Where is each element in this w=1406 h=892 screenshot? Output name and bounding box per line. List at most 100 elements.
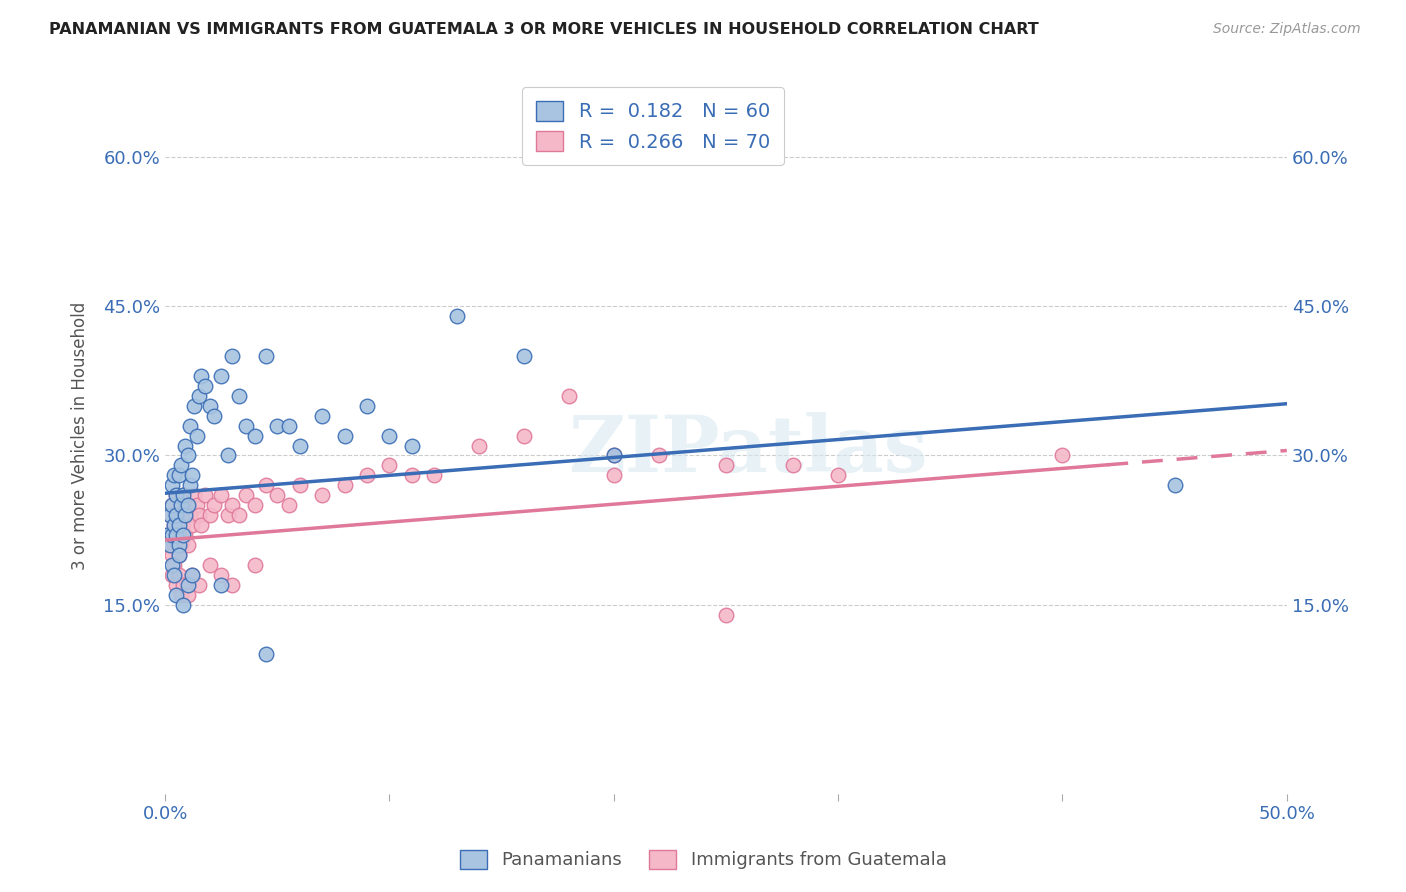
Point: [204, 409, 226, 423]
Point: [163, 558, 186, 572]
Point: [159, 508, 181, 523]
Point: [221, 578, 243, 592]
Point: [176, 578, 198, 592]
Point: [401, 468, 423, 483]
Point: [170, 498, 193, 512]
Legend: Panamanians, Immigrants from Guatemala: Panamanians, Immigrants from Guatemala: [450, 841, 956, 879]
Point: [186, 428, 208, 442]
Point: [160, 567, 183, 582]
Point: [266, 418, 288, 433]
Point: [277, 418, 299, 433]
Point: [163, 518, 186, 533]
Point: [165, 508, 187, 523]
Point: [288, 478, 311, 492]
Point: [378, 428, 401, 442]
Point: [198, 399, 221, 413]
Point: [167, 548, 190, 562]
Point: [172, 488, 194, 502]
Point: [174, 508, 197, 523]
Point: [228, 389, 250, 403]
Point: [167, 567, 190, 582]
Point: [160, 528, 183, 542]
Point: [170, 498, 193, 512]
Point: [176, 538, 198, 552]
Point: [170, 588, 193, 602]
Point: [160, 478, 183, 492]
Point: [1163, 478, 1185, 492]
Point: [163, 567, 186, 582]
Point: [163, 468, 186, 483]
Point: [183, 399, 205, 413]
Point: [163, 518, 186, 533]
Point: [174, 438, 197, 452]
Point: [174, 508, 197, 523]
Point: [172, 488, 194, 502]
Y-axis label: 3 or more Vehicles in Household: 3 or more Vehicles in Household: [72, 301, 89, 570]
Point: [165, 578, 187, 592]
Point: [603, 449, 626, 463]
Point: [356, 399, 378, 413]
Point: [235, 488, 257, 502]
Point: [209, 578, 232, 592]
Text: PANAMANIAN VS IMMIGRANTS FROM GUATEMALA 3 OR MORE VEHICLES IN HOUSEHOLD CORRELAT: PANAMANIAN VS IMMIGRANTS FROM GUATEMALA …: [49, 22, 1039, 37]
Point: [165, 488, 187, 502]
Point: [209, 567, 232, 582]
Point: [603, 468, 626, 483]
Point: [156, 528, 179, 542]
Point: [221, 349, 243, 363]
Point: [194, 488, 217, 502]
Point: [181, 468, 204, 483]
Legend: R =  0.182   N = 60, R =  0.266   N = 70: R = 0.182 N = 60, R = 0.266 N = 70: [523, 87, 783, 165]
Point: [217, 449, 239, 463]
Point: [167, 518, 190, 533]
Point: [156, 528, 179, 542]
Point: [714, 607, 737, 622]
Point: [176, 588, 198, 602]
Point: [221, 498, 243, 512]
Point: [167, 538, 190, 552]
Point: [176, 449, 198, 463]
Point: [172, 598, 194, 612]
Point: [254, 648, 277, 662]
Point: [311, 409, 333, 423]
Point: [243, 498, 266, 512]
Point: [160, 548, 183, 562]
Point: [170, 538, 193, 552]
Point: [181, 567, 204, 582]
Point: [266, 488, 288, 502]
Point: [378, 458, 401, 473]
Point: [401, 438, 423, 452]
Point: [165, 488, 187, 502]
Point: [187, 389, 209, 403]
Point: [217, 508, 239, 523]
Point: [468, 438, 491, 452]
Point: [194, 379, 217, 393]
Point: [160, 498, 183, 512]
Point: [198, 508, 221, 523]
Point: [174, 528, 197, 542]
Point: [603, 449, 626, 463]
Point: [243, 558, 266, 572]
Point: [179, 478, 201, 492]
Point: [183, 488, 205, 502]
Text: Source: ZipAtlas.com: Source: ZipAtlas.com: [1213, 22, 1361, 37]
Point: [179, 418, 201, 433]
Point: [167, 468, 190, 483]
Point: [190, 368, 212, 383]
Point: [165, 538, 187, 552]
Point: [1052, 449, 1074, 463]
Point: [179, 508, 201, 523]
Point: [714, 458, 737, 473]
Point: [333, 428, 356, 442]
Point: [181, 567, 204, 582]
Point: [254, 478, 277, 492]
Point: [160, 528, 183, 542]
Point: [165, 528, 187, 542]
Point: [827, 468, 849, 483]
Point: [160, 498, 183, 512]
Point: [165, 508, 187, 523]
Point: [288, 438, 311, 452]
Point: [558, 389, 581, 403]
Point: [163, 538, 186, 552]
Point: [159, 538, 181, 552]
